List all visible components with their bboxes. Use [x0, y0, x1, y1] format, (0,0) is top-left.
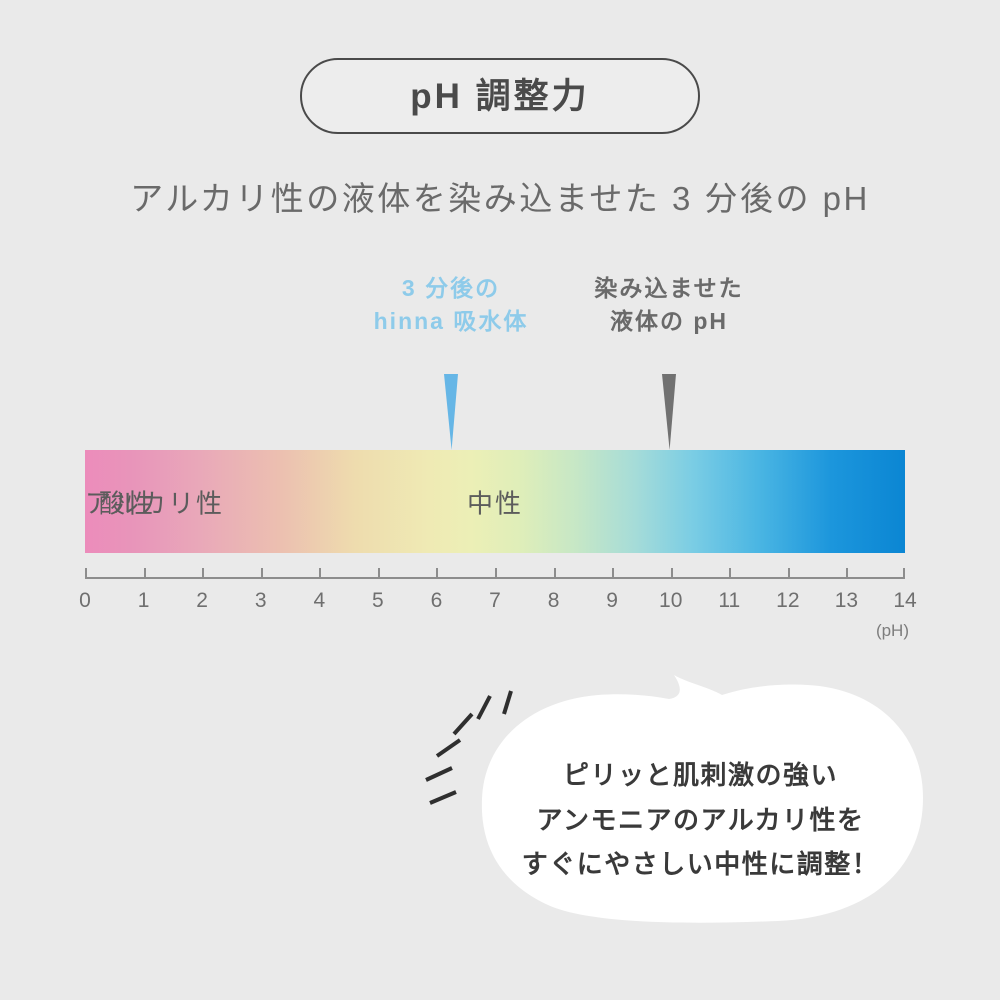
axis-tick-label-3: 3: [254, 589, 267, 612]
axis-tick-label-6: 6: [430, 589, 443, 612]
callout-line-1: ピリッと肌刺激の強い: [562, 760, 838, 790]
axis-tick-3: [260, 568, 263, 579]
axis-tick-7: [495, 568, 497, 579]
axis-tick-label-2: 2: [196, 589, 208, 612]
pointer-label-hinna-absorber: 3 分後の hinna 吸水体: [374, 272, 529, 339]
ph-axis: 0 1 2 3 4 5 6 7 8 9 10 11 12 13 14 (pH): [79, 568, 917, 640]
axis-tick-label-5: 5: [372, 589, 384, 612]
pointer-label-liquid-line1: 染み込ませた: [594, 275, 744, 301]
pointer-label-hinna-line2: hinna 吸水体: [373, 308, 529, 335]
ph-gradient-bar: 酸性 中性 アルカリ性: [85, 450, 905, 553]
axis-tick-5: [377, 568, 380, 579]
axis-tick-label-13: 13: [834, 589, 859, 612]
axis-tick-label-1: 1: [137, 589, 150, 612]
callout-line-3: すぐにやさしい中性に調整！: [521, 849, 880, 880]
axis-tick-9: [612, 568, 615, 579]
page-subtitle: アルカリ性の液体を染み込ませた 3 分後の pH: [130, 180, 870, 217]
pointer-label-hinna-line1: 3 分後の: [401, 275, 501, 301]
axis-tick-label-0: 0: [79, 589, 91, 612]
pointer-label-liquid-line2: 液体の pH: [609, 308, 729, 335]
axis-tick-13: [846, 568, 849, 579]
axis-tick-label-14: 14: [893, 589, 917, 612]
axis-tick-0: [85, 568, 87, 579]
ph-label-acid: 酸性: [99, 488, 156, 518]
axis-tick-label-11: 11: [718, 589, 741, 612]
pointer-triangle-hinna-icon: [439, 374, 463, 450]
axis-unit-label: (pH): [875, 621, 909, 640]
axis-tick-label-12: 12: [776, 589, 800, 612]
axis-tick-2: [202, 568, 205, 579]
axis-tick-14: [903, 568, 905, 579]
callout-bubble: ピリッと肌刺激の強い アンモニアのアルカリ性を すぐにやさしい中性に調整！: [478, 665, 948, 930]
emphasis-lines-icon: [418, 688, 553, 813]
axis-tick-label-4: 4: [313, 589, 326, 612]
axis-tick-10: [670, 568, 673, 579]
axis-tick-label-10: 10: [659, 589, 683, 612]
axis-tick-1: [143, 568, 146, 579]
ph-label-alkaline: アルカリ性: [85, 488, 224, 518]
axis-tick-label-9: 9: [606, 589, 618, 612]
axis-tick-label-8: 8: [547, 589, 560, 612]
callout-line-2: アンモニアのアルカリ性を: [536, 804, 865, 835]
ph-label-neutral: 中性: [466, 488, 524, 518]
callout-text: ピリッと肌刺激の強い アンモニアのアルカリ性を すぐにやさしい中性に調整！: [478, 753, 923, 887]
pointer-triangle-liquid-icon: [657, 374, 681, 450]
axis-tick-label-7: 7: [489, 589, 501, 612]
axis-tick-6: [436, 568, 439, 579]
axis-tick-11: [729, 568, 732, 579]
axis-tick-4: [319, 568, 322, 579]
page-title: pH 調整力: [410, 76, 590, 116]
axis-tick-12: [787, 568, 790, 579]
pointer-label-soaked-liquid: 染み込ませた 液体の pH: [594, 272, 743, 339]
title-badge: pH 調整力: [300, 58, 700, 134]
axis-tick-8: [553, 568, 556, 579]
